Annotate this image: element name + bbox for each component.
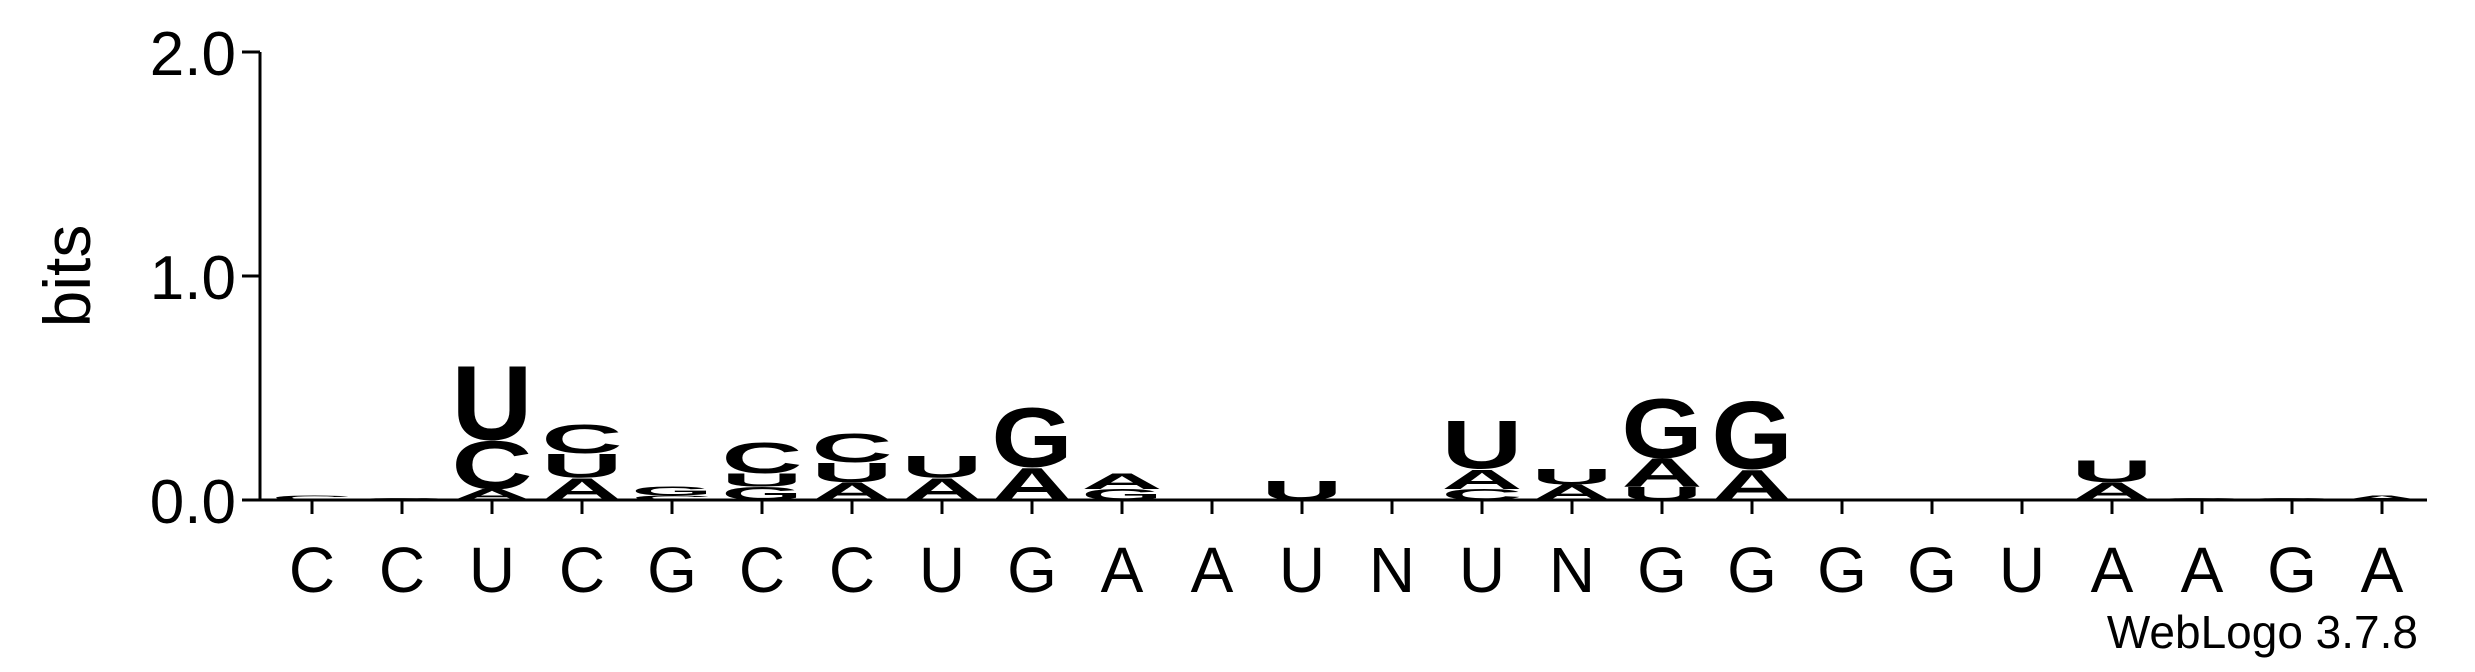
logo-letter: G bbox=[2252, 497, 2333, 500]
logo-letter: A bbox=[1712, 461, 1793, 510]
y-tick-label: 1.0 bbox=[150, 244, 236, 313]
logo-letter: A bbox=[1622, 451, 1703, 496]
logo-letter: A bbox=[2072, 478, 2153, 506]
y-axis-label: bits bbox=[30, 225, 104, 328]
logo-letter: C bbox=[632, 494, 713, 501]
logo-letter: U bbox=[1262, 475, 1343, 506]
logo-letter: U bbox=[812, 457, 893, 488]
x-tick-label: U bbox=[1999, 534, 2045, 606]
logo-letter: G bbox=[722, 483, 803, 504]
x-tick-label: N bbox=[1369, 534, 1415, 606]
x-tick-label: G bbox=[1637, 534, 1687, 606]
logo-letter: U bbox=[1442, 407, 1523, 484]
logo-letter: A bbox=[992, 458, 1073, 511]
y-tick-label: 0.0 bbox=[150, 468, 236, 537]
logo-letter: A bbox=[2342, 494, 2423, 501]
logo-letter: U bbox=[2072, 454, 2153, 489]
logo-letter: G bbox=[1082, 486, 1163, 503]
logo-letter: C bbox=[722, 434, 803, 483]
logo-letter: G bbox=[1622, 381, 1703, 476]
x-tick-label: G bbox=[1907, 534, 1957, 606]
x-tick-label: C bbox=[379, 534, 425, 606]
footer: WebLogo 3.7.8 bbox=[2107, 606, 2418, 658]
x-tick-label: N bbox=[1549, 534, 1595, 606]
x-tick-label: C bbox=[829, 534, 875, 606]
logo-letter: A bbox=[1442, 464, 1523, 495]
x-tick-label: G bbox=[1007, 534, 1057, 606]
logo-letter: U bbox=[452, 344, 533, 462]
y-tick-label: 2.0 bbox=[150, 20, 236, 89]
x-tick-label: C bbox=[559, 534, 605, 606]
x-tick-label: G bbox=[2267, 534, 2317, 606]
logo-letter: G bbox=[992, 390, 1073, 485]
logo-letter: G bbox=[1712, 381, 1793, 489]
logo-letter: A bbox=[452, 486, 533, 503]
logo-letter: G bbox=[2162, 497, 2243, 500]
logo-letter: A bbox=[812, 478, 893, 506]
x-tick-label: A bbox=[2091, 534, 2134, 606]
logo-letter: C bbox=[812, 426, 893, 471]
logo-letter: A bbox=[1532, 480, 1613, 504]
x-tick-label: G bbox=[647, 534, 697, 606]
x-tick-label: A bbox=[2361, 534, 2404, 606]
logo-letter: C bbox=[542, 417, 623, 462]
x-tick-label: C bbox=[739, 534, 785, 606]
x-tick-label: U bbox=[919, 534, 965, 606]
logo-letter: C bbox=[452, 427, 533, 504]
x-tick-label: U bbox=[469, 534, 515, 606]
logo-letter: U bbox=[1622, 483, 1703, 504]
x-tick-label: G bbox=[1817, 534, 1867, 606]
logo-letter: G bbox=[632, 484, 713, 498]
x-tick-label: U bbox=[1279, 534, 1325, 606]
logo-letter: C bbox=[362, 497, 443, 500]
x-tick-label: G bbox=[1727, 534, 1777, 606]
logo-letter: A bbox=[902, 472, 983, 507]
x-tick-label: A bbox=[2181, 534, 2224, 606]
logo-letter: U bbox=[722, 470, 803, 491]
x-tick-label: C bbox=[289, 534, 335, 606]
logo-letter: U bbox=[902, 449, 983, 484]
logo-letter: C bbox=[1442, 486, 1523, 503]
logo-letter: U bbox=[542, 446, 623, 484]
logo-letter: U bbox=[1532, 465, 1613, 489]
logo-letter: A bbox=[1082, 469, 1163, 493]
logo-letter: C bbox=[272, 494, 353, 501]
x-tick-label: A bbox=[1191, 534, 1234, 606]
x-tick-label: A bbox=[1101, 534, 1144, 606]
logo-letter: A bbox=[542, 472, 623, 507]
x-tick-label: U bbox=[1459, 534, 1505, 606]
